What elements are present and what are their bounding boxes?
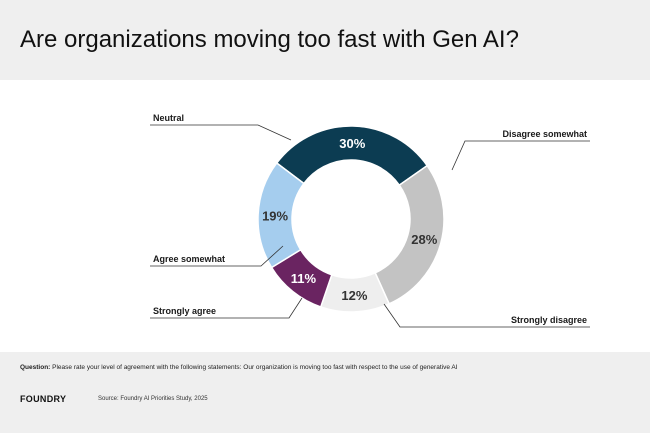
category-label-strongly-disagree: Strongly disagree xyxy=(511,315,587,325)
value-label-disagree-somewhat: 28% xyxy=(411,232,437,247)
source-note: Source: Foundry AI Priorities Study, 202… xyxy=(98,396,208,402)
value-labels: 30% 28% 12% 11% 19% xyxy=(262,136,438,303)
question-text: Please rate your level of agreement with… xyxy=(50,364,458,371)
foundry-logo: FOUNDRY xyxy=(20,394,67,404)
slice-agree-somewhat xyxy=(257,161,305,269)
leader-line-disagree-somewhat xyxy=(451,140,590,171)
question-note: Question: Please rate your level of agre… xyxy=(20,364,458,371)
category-label-disagree-somewhat: Disagree somewhat xyxy=(502,129,587,139)
leader-line-strongly-agree xyxy=(150,297,303,319)
header-band: Are organizations moving too fast with G… xyxy=(0,0,650,80)
leader-line-agree-somewhat xyxy=(150,245,284,267)
category-label-strongly-agree: Strongly agree xyxy=(153,306,216,316)
page-title: Are organizations moving too fast with G… xyxy=(20,26,519,53)
leader-lines xyxy=(150,124,590,328)
value-label-agree-somewhat: 19% xyxy=(262,208,288,223)
donut-chart: 30% 28% 12% 11% 19% Neutral Disagree somewhat… xyxy=(150,113,590,328)
value-label-neutral: 30% xyxy=(339,136,365,151)
category-label-neutral: Neutral xyxy=(153,113,184,123)
slice-neutral xyxy=(275,125,429,187)
leader-line-strongly-disagree xyxy=(383,303,590,328)
donut-slices xyxy=(257,125,445,313)
footer-band: Question: Please rate your level of agre… xyxy=(0,352,650,433)
category-label-agree-somewhat: Agree somewhat xyxy=(153,254,225,264)
question-label: Question: xyxy=(20,364,51,371)
category-labels: Neutral Disagree somewhat Strongly disagre… xyxy=(153,113,587,325)
value-label-strongly-disagree: 12% xyxy=(341,288,367,303)
value-label-strongly-agree: 11% xyxy=(291,271,317,286)
leader-line-neutral xyxy=(150,124,292,141)
